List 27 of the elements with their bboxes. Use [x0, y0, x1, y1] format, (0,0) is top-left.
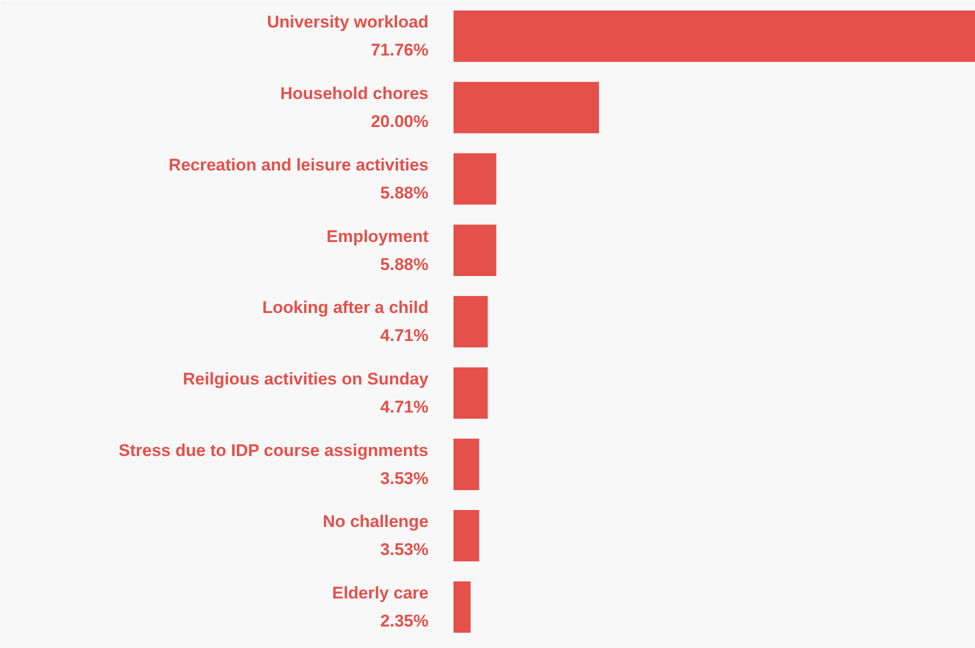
- data-label: 3.53%: [380, 468, 428, 488]
- y-tick-label: No challenge: [322, 512, 429, 532]
- data-label: 20.00%: [370, 112, 429, 132]
- data-label: 71.76%: [370, 40, 429, 60]
- bar: [454, 10, 975, 62]
- bar: [454, 367, 488, 419]
- data-label: 3.53%: [380, 540, 428, 560]
- y-tick-label: Stress due to IDP course assignments: [118, 440, 428, 460]
- y-tick-label: Household chores: [280, 84, 429, 104]
- data-label: 4.71%: [380, 326, 428, 346]
- y-tick-label: Reilgious activities on Sunday: [182, 370, 430, 389]
- data-label: 2.35%: [380, 612, 428, 631]
- bar: [454, 438, 480, 490]
- bar: [454, 224, 496, 276]
- bar: [454, 296, 488, 348]
- data-label: 4.71%: [380, 398, 428, 417]
- bar: [454, 581, 471, 633]
- y-tick-label: Employment: [326, 226, 429, 246]
- y-tick-label: Looking after a child: [262, 298, 429, 318]
- bar: [454, 510, 480, 562]
- y-tick-label: Elderly care: [332, 584, 429, 603]
- bar: [454, 153, 496, 205]
- data-label: 5.88%: [380, 183, 428, 202]
- y-tick-label: University workload: [266, 12, 429, 32]
- data-label: 5.88%: [380, 254, 428, 274]
- y-tick-label: Recreation and leisure activities: [168, 155, 429, 174]
- bar: [454, 82, 599, 134]
